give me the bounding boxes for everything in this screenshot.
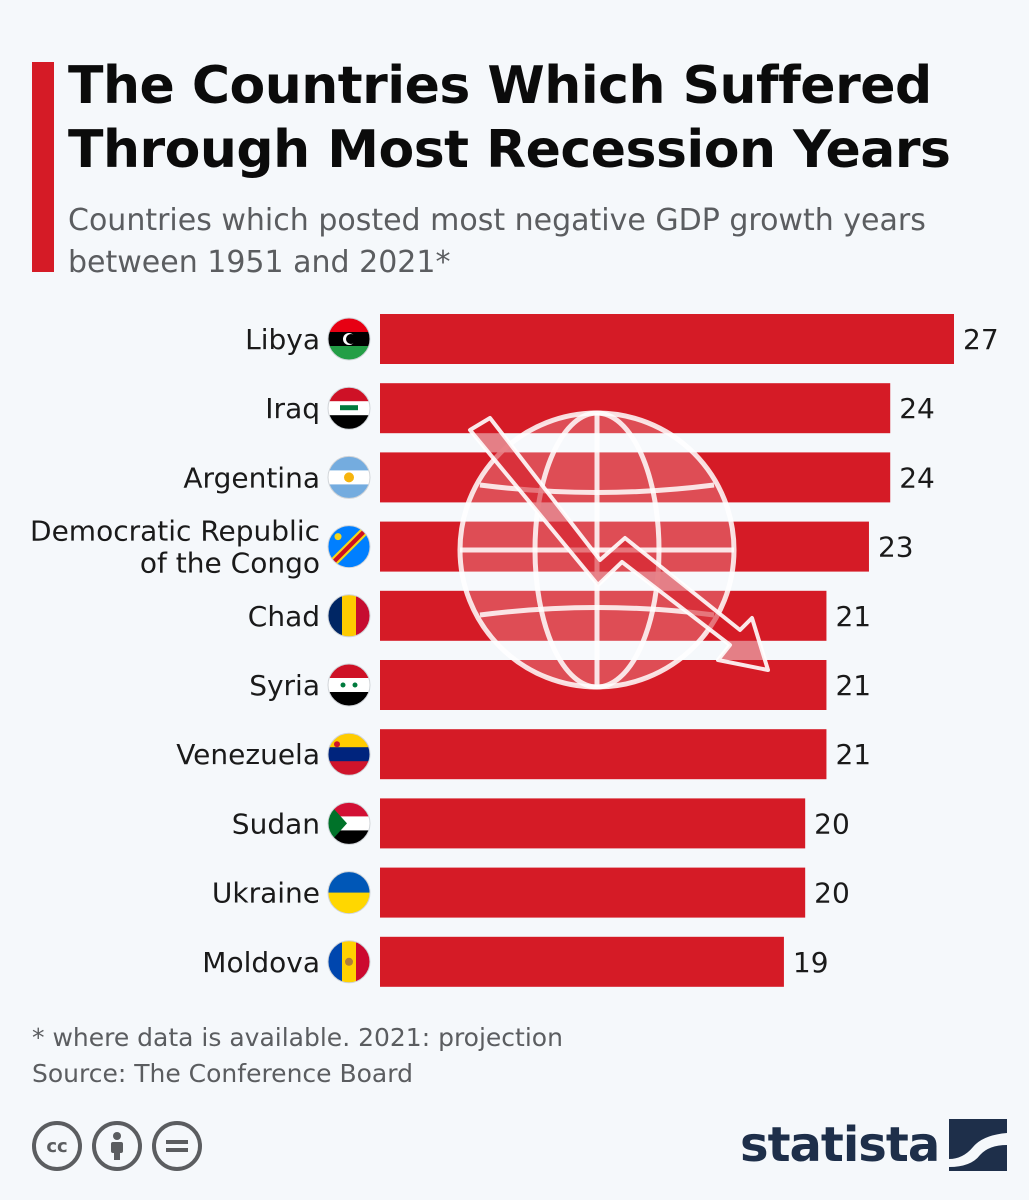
venezuela-flag-icon xyxy=(328,733,370,776)
cc-icon[interactable]: cc xyxy=(32,1121,82,1171)
category-label-line: Venezuela xyxy=(176,738,320,771)
flag-ring xyxy=(327,871,371,915)
bar[interactable] xyxy=(380,383,891,434)
value-label: 21 xyxy=(835,738,871,771)
page-subtitle: Countries which posted most negative GDP… xyxy=(68,200,1008,284)
flag-ring xyxy=(327,317,371,361)
bar[interactable] xyxy=(380,867,806,918)
ukraine-flag-icon xyxy=(328,871,370,914)
bar-chart: 27 Libya 24 Iraq 24 Argentina 23 Democratic Rep… xyxy=(30,314,999,987)
bar-row: 24 Iraq xyxy=(265,383,935,434)
moldova-flag-icon xyxy=(328,940,370,983)
value-label: 24 xyxy=(899,392,935,425)
category-label: Moldova xyxy=(202,946,320,979)
category-label: Venezuela xyxy=(176,738,320,771)
argentina-flag-icon xyxy=(328,456,370,499)
category-label-line: Moldova xyxy=(202,946,320,979)
iraq-flag-icon xyxy=(328,387,370,430)
flag-ring xyxy=(327,940,371,984)
libya-flag-icon xyxy=(328,318,370,360)
flag-ring xyxy=(327,801,371,845)
bars-layer: 27 Libya 24 Iraq 24 Argentina 23 Democratic Rep… xyxy=(30,314,999,987)
subtitle-line-2: between 1951 and 2021* xyxy=(68,245,451,280)
flag-ring xyxy=(327,386,371,430)
chad-flag-icon xyxy=(328,594,370,637)
bar[interactable] xyxy=(380,729,827,780)
category-label-line: Argentina xyxy=(183,461,320,494)
value-label: 21 xyxy=(835,600,871,633)
bar-row: 24 Argentina xyxy=(183,452,935,503)
bar-row: 19 Moldova xyxy=(202,936,829,987)
drc-flag-icon xyxy=(328,525,370,568)
value-label: 23 xyxy=(878,531,914,564)
bar[interactable] xyxy=(380,936,784,987)
value-label: 19 xyxy=(793,946,829,979)
sudan-flag-icon xyxy=(328,802,370,845)
category-label-line: Democratic Republic xyxy=(30,515,320,548)
value-label: 27 xyxy=(963,323,999,356)
flag-ring xyxy=(327,663,371,707)
value-label: 20 xyxy=(814,807,850,840)
statista-mark-icon xyxy=(949,1119,1008,1171)
bar[interactable] xyxy=(380,798,806,849)
category-label: Ukraine xyxy=(212,877,320,910)
subtitle-line-1: Countries which posted most negative GDP… xyxy=(68,203,926,238)
footnote: * where data is available. 2021: project… xyxy=(32,1023,563,1052)
by-icon[interactable] xyxy=(92,1121,142,1171)
title-accent-bar xyxy=(32,62,54,272)
flag-ring xyxy=(327,594,371,638)
globe-downtrend-icon xyxy=(457,410,770,690)
bar-row: 20 Sudan xyxy=(232,798,850,849)
category-label: Sudan xyxy=(232,807,320,840)
category-label-line: of the Congo xyxy=(140,547,320,580)
flag-ring xyxy=(327,525,371,569)
statista-logo[interactable]: statista xyxy=(740,1115,1008,1175)
category-label-line: Sudan xyxy=(232,807,320,840)
flag-ring xyxy=(327,455,371,499)
nd-icon[interactable] xyxy=(152,1121,202,1171)
category-label-line: Syria xyxy=(249,669,320,702)
source-note: Source: The Conference Board xyxy=(32,1059,413,1088)
category-label-line: Ukraine xyxy=(212,877,320,910)
category-label: Argentina xyxy=(183,461,320,494)
title-line-2: Through Most Recession Years xyxy=(68,120,951,180)
syria-flag-icon xyxy=(328,664,370,706)
bar-row: 21 Chad xyxy=(248,590,871,641)
brand-name: statista xyxy=(740,1117,940,1173)
page-title: The Countries Which Suffered Through Mos… xyxy=(68,54,1018,182)
flag-ring xyxy=(327,732,371,776)
category-label: Democratic Republic of the Congo xyxy=(30,515,320,580)
value-label: 24 xyxy=(899,461,935,494)
bar-row: 21 Venezuela xyxy=(176,729,871,780)
value-label: 20 xyxy=(814,877,850,910)
bar[interactable] xyxy=(380,314,954,364)
value-label: 21 xyxy=(835,669,871,702)
category-label: Chad xyxy=(248,600,320,633)
category-label-line: Iraq xyxy=(265,392,320,425)
category-label-line: Chad xyxy=(248,600,320,633)
bar-row: 27 Libya xyxy=(245,314,999,364)
bar-row: 20 Ukraine xyxy=(212,867,850,918)
category-label: Iraq xyxy=(265,392,320,425)
category-label: Libya xyxy=(245,323,320,356)
title-line-1: The Countries Which Suffered xyxy=(68,56,932,116)
category-label: Syria xyxy=(249,669,320,702)
category-label-line: Libya xyxy=(245,323,320,356)
